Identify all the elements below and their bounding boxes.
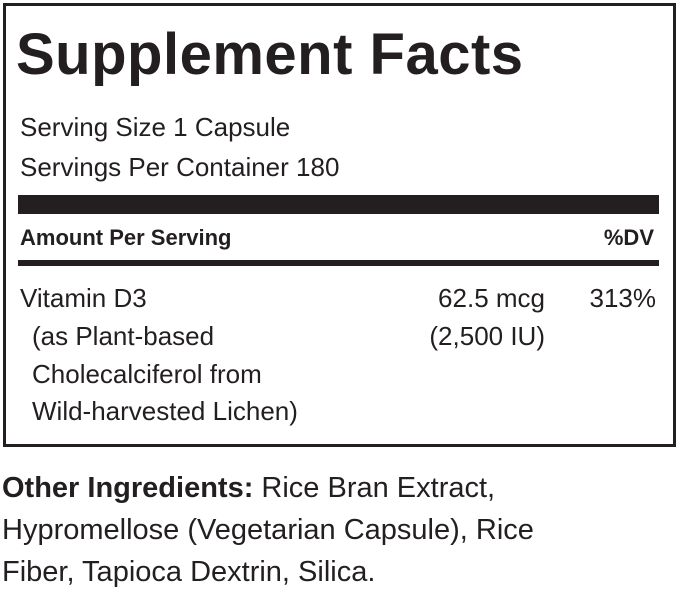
other-ingredients-label: Other Ingredients:: [2, 472, 254, 504]
dv-header: %DV: [603, 225, 654, 250]
serving-size: Serving Size 1 Capsule: [20, 112, 291, 142]
thick-rule: [18, 195, 659, 214]
amount-header: Amount Per Serving: [20, 225, 232, 250]
facts-box: [3, 3, 676, 447]
nutrient-dv: 313%: [589, 283, 657, 313]
title: Supplement Facts: [16, 22, 524, 87]
nutrient-source: (as Plant-based: [32, 321, 215, 351]
nutrient-source: Wild-harvested Lichen): [32, 396, 298, 426]
nutrient-amount: 62.5 mcg: [438, 283, 545, 313]
servings-per-container: Servings Per Container 180: [20, 152, 340, 182]
other-ingredients-line: Other Ingredients: Rice Bran Extract,: [2, 474, 495, 503]
other-ingredients-text: Rice Bran Extract,: [261, 472, 496, 504]
other-ingredients-text: Hypromellose (Vegetarian Capsule), Rice: [2, 514, 534, 546]
nutrient-amount-iu: (2,500 IU): [429, 321, 545, 351]
nutrient-source: Cholecalciferol from: [32, 359, 262, 389]
nutrient-name: Vitamin D3: [20, 283, 147, 313]
medium-rule: [18, 260, 659, 266]
other-ingredients-text: Fiber, Tapioca Dextrin, Silica.: [2, 556, 376, 588]
